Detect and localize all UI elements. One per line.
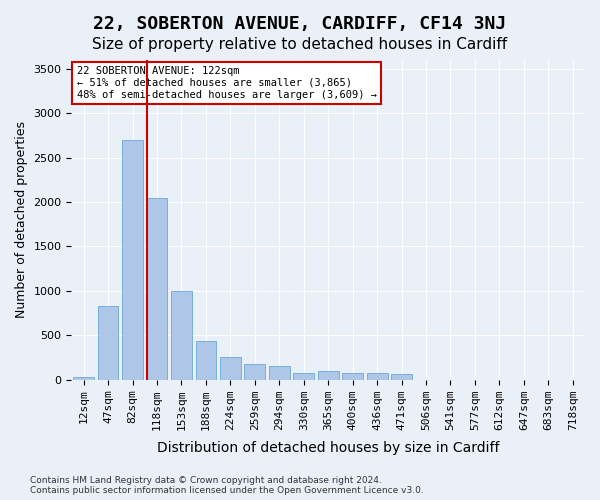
Bar [293, 374, 314, 380]
Text: Size of property relative to detached houses in Cardiff: Size of property relative to detached ho… [92, 38, 508, 52]
Y-axis label: Number of detached properties: Number of detached properties [15, 122, 28, 318]
Text: 22, SOBERTON AVENUE, CARDIFF, CF14 3NJ: 22, SOBERTON AVENUE, CARDIFF, CF14 3NJ [94, 15, 506, 33]
Bar [171, 291, 192, 380]
Bar [318, 371, 338, 380]
Bar [220, 358, 241, 380]
Text: Contains HM Land Registry data © Crown copyright and database right 2024.
Contai: Contains HM Land Registry data © Crown c… [30, 476, 424, 495]
Bar [73, 377, 94, 380]
Bar [269, 366, 290, 380]
Bar [342, 374, 363, 380]
Bar [391, 374, 412, 380]
Bar [98, 306, 118, 380]
Bar [367, 374, 388, 380]
Bar [122, 140, 143, 380]
Bar [196, 342, 217, 380]
X-axis label: Distribution of detached houses by size in Cardiff: Distribution of detached houses by size … [157, 441, 499, 455]
Bar [146, 198, 167, 380]
Text: 22 SOBERTON AVENUE: 122sqm
← 51% of detached houses are smaller (3,865)
48% of s: 22 SOBERTON AVENUE: 122sqm ← 51% of deta… [77, 66, 377, 100]
Bar [244, 364, 265, 380]
